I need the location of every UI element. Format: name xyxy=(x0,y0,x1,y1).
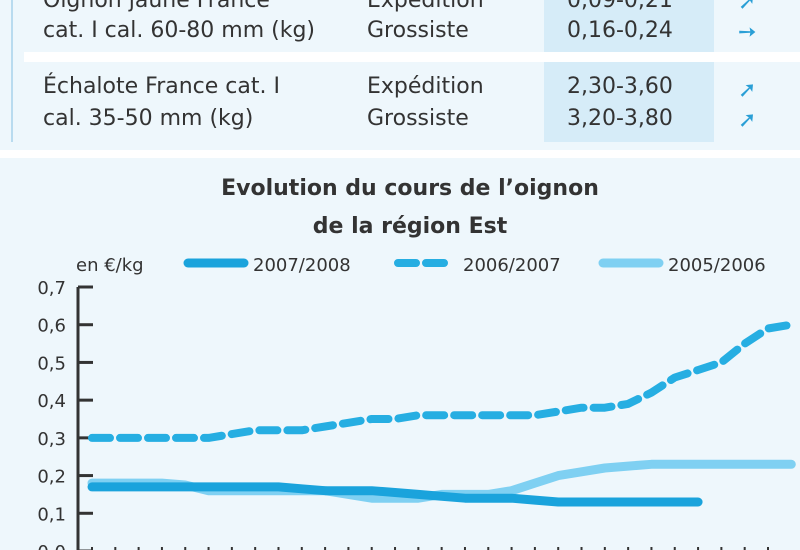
row-separator xyxy=(24,52,800,62)
series-line-2007-2008 xyxy=(87,482,703,507)
legend-label: 2007/2008 xyxy=(253,255,351,276)
legend: 2007/2008 2006/2007 2005/2006 xyxy=(183,255,766,276)
y-tick-label: 0,5 xyxy=(37,353,66,374)
y-tick-label: 0,6 xyxy=(37,316,66,337)
legend-label: 2006/2007 xyxy=(463,255,561,276)
chart-panel: Evolution du cours de l’oignon de la rég… xyxy=(0,158,800,550)
stage-label: Expédition xyxy=(367,74,484,99)
chart-title-line: de la région Est xyxy=(313,214,508,239)
price-value: 3,20-3,80 xyxy=(567,106,673,131)
price-table: Oignon jaune France cat. I cal. 60-80 mm… xyxy=(0,0,800,150)
legend-label: 2005/2006 xyxy=(668,255,766,276)
product-name-line: Échalote France cat. I xyxy=(43,74,280,99)
y-tick-label: 0,4 xyxy=(37,391,66,412)
y-tick-label: 0,2 xyxy=(37,467,66,488)
right-arrow-icon: ➙ xyxy=(738,20,757,45)
stage-label: Grossiste xyxy=(367,18,469,43)
price-value: 2,30-3,60 xyxy=(567,74,673,99)
table-left-rule xyxy=(11,0,13,142)
product-name-line: cat. I cal. 60-80 mm (kg) xyxy=(43,18,315,43)
stage-label: Expédition xyxy=(367,0,484,13)
y-tick-label: 0,7 xyxy=(37,278,66,299)
price-value: 0,16-0,24 xyxy=(567,18,673,43)
series-line-2006-2007 xyxy=(88,320,796,442)
series-layer xyxy=(87,320,796,507)
y-tick-label: 0,1 xyxy=(37,504,66,525)
y-axis-unit-label: en €/kg xyxy=(76,255,144,276)
up-arrow-icon: ➚ xyxy=(738,78,757,103)
product-name-line: Oignon jaune France xyxy=(43,0,270,13)
line-chart: Evolution du cours de l’oignon de la rég… xyxy=(37,176,796,550)
price-value: 0,09-0,21 xyxy=(567,0,673,13)
stage-label: Grossiste xyxy=(367,106,469,131)
y-tick-label: 0,3 xyxy=(37,429,66,450)
price-column-background xyxy=(544,0,714,142)
chart-title-line: Evolution du cours de l’oignon xyxy=(221,176,599,201)
up-arrow-icon: ➚ xyxy=(738,108,757,133)
up-arrow-icon: ➚ xyxy=(738,0,757,15)
axes: 0,0 0,1 0,2 0,3 0,4 0,5 0,6 0,7 xyxy=(37,278,769,550)
y-tick-label: 0,0 xyxy=(37,542,66,550)
product-name-line: cal. 35-50 mm (kg) xyxy=(43,106,254,131)
